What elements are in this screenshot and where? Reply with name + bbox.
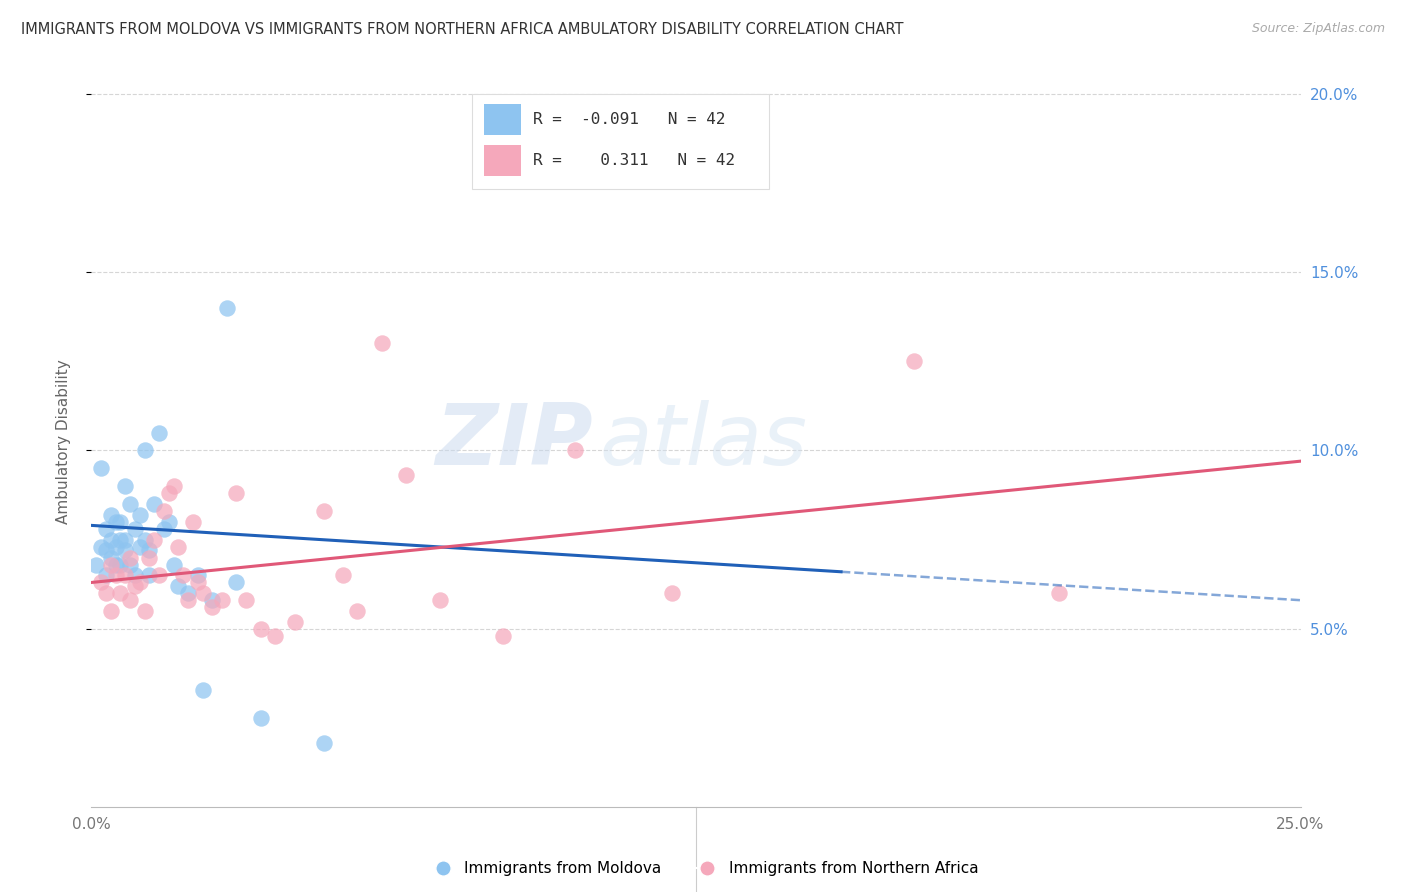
Text: Source: ZipAtlas.com: Source: ZipAtlas.com bbox=[1251, 22, 1385, 36]
Point bbox=[201, 600, 224, 615]
Point bbox=[215, 301, 238, 315]
Point bbox=[134, 443, 156, 458]
Point bbox=[120, 550, 142, 565]
Point bbox=[191, 682, 214, 697]
Point bbox=[187, 568, 209, 582]
Point bbox=[312, 504, 335, 518]
Point bbox=[225, 575, 247, 590]
Point bbox=[104, 568, 127, 582]
Point bbox=[84, 558, 107, 572]
Point bbox=[138, 543, 160, 558]
Point bbox=[104, 515, 127, 529]
Point bbox=[332, 568, 354, 582]
Point bbox=[172, 568, 194, 582]
Point bbox=[128, 508, 150, 522]
Point bbox=[661, 586, 683, 600]
Text: atlas: atlas bbox=[599, 400, 807, 483]
Point bbox=[114, 568, 136, 582]
Point bbox=[167, 540, 190, 554]
Point bbox=[153, 504, 176, 518]
Point bbox=[104, 558, 127, 572]
FancyBboxPatch shape bbox=[472, 95, 769, 189]
Point bbox=[312, 736, 335, 750]
Text: IMMIGRANTS FROM MOLDOVA VS IMMIGRANTS FROM NORTHERN AFRICA AMBULATORY DISABILITY: IMMIGRANTS FROM MOLDOVA VS IMMIGRANTS FR… bbox=[21, 22, 904, 37]
Point bbox=[167, 579, 190, 593]
Point bbox=[120, 593, 142, 607]
Point bbox=[162, 558, 184, 572]
Point bbox=[94, 543, 117, 558]
Point bbox=[370, 336, 392, 351]
Point bbox=[177, 586, 200, 600]
Point bbox=[114, 479, 136, 493]
Point bbox=[153, 522, 176, 536]
Point bbox=[283, 615, 305, 629]
Point bbox=[162, 479, 184, 493]
Point bbox=[94, 586, 117, 600]
Point bbox=[157, 515, 180, 529]
Point bbox=[114, 533, 136, 547]
Point bbox=[124, 579, 146, 593]
Point bbox=[104, 540, 127, 554]
Point bbox=[148, 425, 170, 440]
Point bbox=[177, 593, 200, 607]
Point bbox=[94, 568, 117, 582]
Legend: Immigrants from Moldova, Immigrants from Northern Africa: Immigrants from Moldova, Immigrants from… bbox=[422, 855, 984, 882]
Point bbox=[90, 461, 112, 475]
Point bbox=[138, 550, 160, 565]
Point bbox=[264, 629, 287, 643]
Text: R =    0.311   N = 42: R = 0.311 N = 42 bbox=[533, 153, 735, 169]
Point bbox=[143, 497, 166, 511]
Point bbox=[564, 443, 586, 458]
Point bbox=[201, 593, 224, 607]
Point bbox=[120, 558, 142, 572]
Point bbox=[110, 586, 132, 600]
Point bbox=[124, 568, 146, 582]
Point bbox=[1047, 586, 1070, 600]
Point bbox=[110, 558, 132, 572]
Point bbox=[211, 593, 233, 607]
Y-axis label: Ambulatory Disability: Ambulatory Disability bbox=[56, 359, 70, 524]
FancyBboxPatch shape bbox=[484, 145, 520, 176]
Point bbox=[100, 508, 122, 522]
Point bbox=[187, 575, 209, 590]
Point bbox=[346, 604, 368, 618]
Point bbox=[110, 515, 132, 529]
Point bbox=[128, 540, 150, 554]
Point bbox=[120, 497, 142, 511]
Point bbox=[94, 522, 117, 536]
Point bbox=[249, 711, 271, 725]
Text: R =  -0.091   N = 42: R = -0.091 N = 42 bbox=[533, 112, 725, 128]
Point bbox=[100, 550, 122, 565]
Point bbox=[143, 533, 166, 547]
Point bbox=[100, 558, 122, 572]
Point bbox=[491, 629, 513, 643]
Point bbox=[90, 540, 112, 554]
Point bbox=[134, 533, 156, 547]
Point bbox=[903, 354, 925, 368]
Point bbox=[148, 568, 170, 582]
Point bbox=[235, 593, 257, 607]
Point bbox=[124, 522, 146, 536]
Point bbox=[225, 486, 247, 500]
Point bbox=[134, 604, 156, 618]
Point bbox=[110, 533, 132, 547]
Point bbox=[157, 486, 180, 500]
Point bbox=[191, 586, 214, 600]
Point bbox=[100, 533, 122, 547]
FancyBboxPatch shape bbox=[484, 104, 520, 135]
Point bbox=[429, 593, 451, 607]
Point bbox=[181, 515, 204, 529]
Point bbox=[249, 622, 271, 636]
Point bbox=[138, 568, 160, 582]
Point bbox=[114, 543, 136, 558]
Point bbox=[395, 468, 418, 483]
Point bbox=[128, 575, 150, 590]
Point bbox=[100, 604, 122, 618]
Text: ZIP: ZIP bbox=[436, 400, 593, 483]
Point bbox=[90, 575, 112, 590]
